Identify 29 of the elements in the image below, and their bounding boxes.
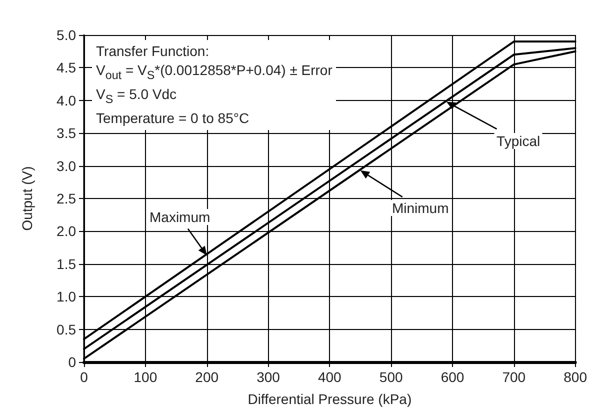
annotation: V$_{out}$ = V$_{S}$*(0.0012858*P+0.04) ± Error [96, 61, 332, 84]
y-tick-label: 5.0 [56, 27, 76, 43]
y-axis-title: Output (V) [19, 166, 35, 231]
x-tick-label: 600 [440, 369, 464, 385]
x-tick-label: 700 [502, 369, 526, 385]
annotation: Temperature = 0 to 85°C [96, 108, 250, 128]
y-tick-label: 3.0 [56, 158, 76, 174]
annotation: V$_{S}$ = 5.0 Vdc [96, 84, 178, 108]
annotation: Maximum [147, 209, 212, 226]
x-tick-label: 800 [564, 369, 588, 385]
y-tick-label: 0 [68, 354, 76, 370]
x-tick-label: 200 [195, 369, 219, 385]
x-tick-label: 500 [379, 369, 403, 385]
x-tick-label: 0 [80, 369, 88, 385]
annotation: Typical [494, 132, 542, 149]
y-tick-label: 2.5 [56, 190, 76, 206]
y-tick-label: 0.5 [56, 321, 76, 338]
y-tick-label: 4.0 [56, 92, 76, 108]
x-tick-label: 100 [134, 369, 158, 385]
annotation: Transfer Function: [96, 42, 210, 61]
y-tick-label: 1.5 [56, 256, 76, 272]
y-tick-label: 3.5 [56, 125, 76, 142]
x-tick-label: 400 [318, 369, 342, 385]
y-tick-label: 2.0 [56, 223, 76, 240]
y-tick-label: 1.0 [56, 288, 76, 305]
x-tick-label: 300 [256, 369, 280, 385]
annotation: Minimum [390, 200, 451, 216]
x-axis-title: Differential Pressure (kPa) [248, 391, 412, 407]
y-tick-label: 4.5 [56, 60, 76, 76]
